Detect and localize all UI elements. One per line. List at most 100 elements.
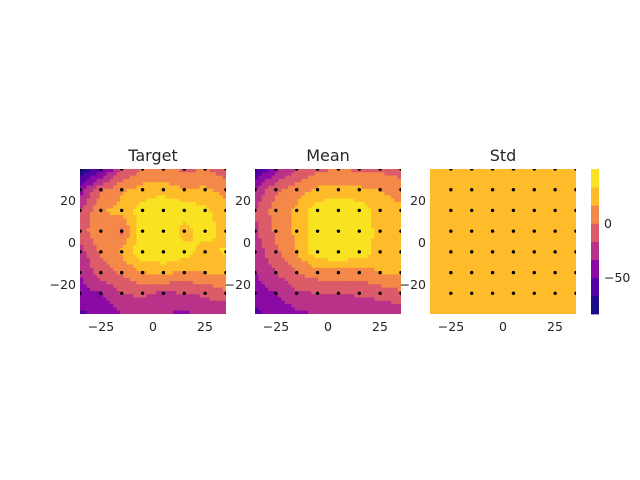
- heatmap-cell: [202, 267, 207, 272]
- heatmap-cell: [172, 208, 177, 213]
- heatmap-cell: [288, 234, 293, 239]
- heatmap-cell: [139, 218, 144, 223]
- heatmap-cell: [169, 188, 174, 193]
- heatmap-cell: [324, 211, 329, 216]
- heatmap-cell: [281, 211, 286, 216]
- heatmap-cell: [258, 201, 263, 206]
- heatmap-cell: [354, 307, 359, 312]
- heatmap-cell: [271, 225, 276, 229]
- heatmap-cell: [354, 261, 359, 266]
- sample-point: [449, 270, 453, 275]
- heatmap-cell: [291, 215, 296, 220]
- heatmap-cell: [374, 192, 379, 196]
- heatmap-cell: [271, 284, 276, 289]
- heatmap-cell: [153, 257, 157, 262]
- heatmap-cell: [347, 195, 352, 200]
- heatmap-cell: [344, 225, 349, 229]
- heatmap-cell: [196, 182, 201, 187]
- heatmap-cell: [209, 274, 214, 279]
- heatmap-cell: [172, 172, 177, 177]
- heatmap-cell: [129, 198, 134, 203]
- heatmap-cell: [334, 185, 339, 190]
- heatmap-cell: [351, 257, 356, 262]
- heatmap-cell: [347, 238, 352, 243]
- heatmap-cell: [222, 251, 226, 256]
- heatmap-cell: [314, 192, 319, 196]
- heatmap-cell: [99, 231, 104, 236]
- heatmap-cell: [209, 241, 214, 246]
- heatmap-cell: [216, 221, 220, 226]
- heatmap-cell: [274, 267, 279, 272]
- heatmap-cell: [344, 251, 349, 256]
- heatmap-cell: [394, 238, 399, 243]
- heatmap-cell: [149, 218, 154, 223]
- heatmap-cell: [89, 277, 94, 282]
- heatmap-cell: [294, 254, 299, 259]
- heatmap-cell: [298, 208, 303, 213]
- heatmap-cell: [192, 244, 197, 249]
- heatmap-cell: [271, 169, 276, 173]
- heatmap-cell: [159, 281, 164, 285]
- heatmap-cell: [89, 169, 94, 173]
- heatmap-cell: [153, 277, 157, 282]
- heatmap-cell: [186, 304, 191, 309]
- heatmap-cell: [311, 221, 316, 226]
- heatmap-cell: [96, 205, 101, 210]
- heatmap-cell: [199, 271, 204, 276]
- heatmap-cell: [334, 221, 339, 226]
- heatmap-cell: [328, 185, 332, 190]
- heatmap-cell: [291, 310, 296, 314]
- sample-point: [161, 208, 166, 213]
- heatmap-cell: [331, 274, 336, 279]
- heatmap-cell: [381, 284, 386, 289]
- heatmap-cell: [268, 195, 273, 200]
- heatmap-cell: [311, 274, 316, 279]
- heatmap-cell: [391, 169, 395, 173]
- heatmap-cell: [371, 234, 376, 239]
- heatmap-cell: [106, 208, 111, 213]
- heatmap-cell: [361, 192, 366, 196]
- heatmap-cell: [202, 241, 207, 246]
- heatmap-cell: [216, 205, 220, 210]
- heatmap-cell: [119, 169, 124, 173]
- heatmap-cell: [216, 185, 220, 190]
- heatmap-cell: [397, 248, 401, 252]
- heatmap-cell: [311, 182, 316, 187]
- heatmap-cell: [196, 188, 201, 193]
- heatmap-cell: [308, 238, 313, 243]
- heatmap-cell: [212, 294, 217, 299]
- heatmap-cell: [179, 188, 184, 193]
- heatmap-cell: [397, 231, 401, 236]
- heatmap-cell: [162, 188, 167, 193]
- heatmap-cell: [344, 257, 349, 262]
- heatmap-cell: [261, 172, 266, 177]
- heatmap-cell: [172, 281, 177, 285]
- heatmap-cell: [83, 264, 88, 269]
- heatmap-cell: [381, 225, 386, 229]
- heatmap-cell: [83, 169, 88, 173]
- heatmap-cell: [116, 172, 121, 177]
- heatmap-cell: [189, 307, 194, 312]
- heatmap-cell: [156, 169, 161, 173]
- heatmap-cell: [149, 234, 154, 239]
- heatmap-cell: [159, 290, 164, 295]
- heatmap-cell: [209, 221, 214, 226]
- heatmap-cell: [143, 195, 147, 200]
- heatmap-cell: [206, 182, 211, 187]
- sample-point: [203, 270, 207, 275]
- heatmap-cell: [169, 211, 174, 216]
- heatmap-cell: [186, 195, 191, 200]
- heatmap-cell: [219, 234, 224, 239]
- heatmap-cell: [271, 307, 276, 312]
- heatmap-cell: [166, 205, 171, 210]
- heatmap-cell: [86, 257, 91, 262]
- heatmap-cell: [153, 215, 157, 220]
- heatmap-cell: [222, 257, 226, 262]
- heatmap-cell: [308, 290, 313, 295]
- sample-point: [532, 250, 536, 254]
- heatmap-cell: [384, 248, 389, 252]
- sample-point: [399, 250, 401, 254]
- heatmap-cell: [274, 284, 279, 289]
- heatmap-cell: [308, 254, 313, 259]
- heatmap-cell: [222, 300, 226, 305]
